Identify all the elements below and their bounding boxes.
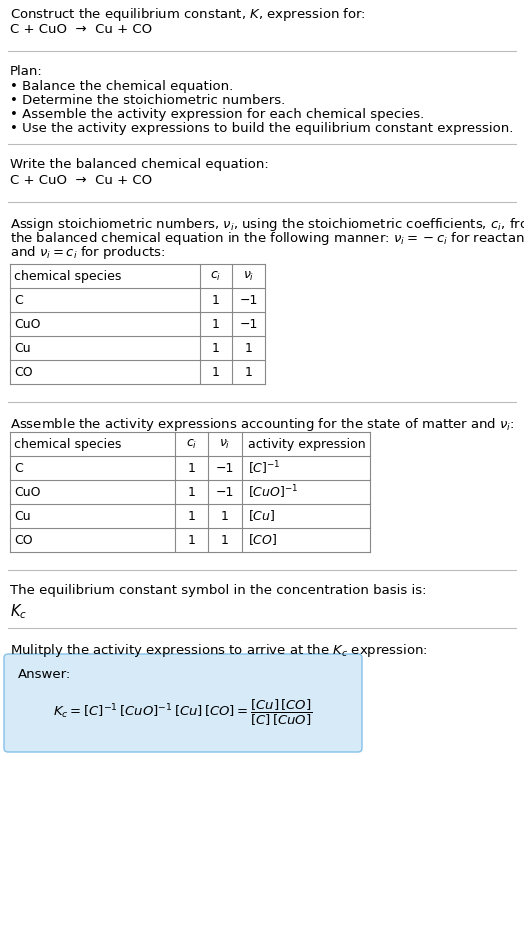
Text: 1: 1	[245, 342, 253, 355]
Text: Assign stoichiometric numbers, $\nu_i$, using the stoichiometric coefficients, $: Assign stoichiometric numbers, $\nu_i$, …	[10, 216, 524, 233]
Text: The equilibrium constant symbol in the concentration basis is:: The equilibrium constant symbol in the c…	[10, 584, 427, 597]
Text: CO: CO	[14, 534, 32, 547]
Text: CuO: CuO	[14, 317, 40, 330]
Text: $[CuO]^{-1}$: $[CuO]^{-1}$	[248, 484, 299, 501]
Text: $[Cu]$: $[Cu]$	[248, 508, 275, 523]
Text: CuO: CuO	[14, 486, 40, 499]
Text: C: C	[14, 294, 23, 307]
Text: −1: −1	[216, 486, 234, 499]
Text: 1: 1	[188, 461, 195, 474]
Text: 1: 1	[212, 365, 220, 378]
Text: 1: 1	[212, 317, 220, 330]
Text: $c_i$: $c_i$	[210, 269, 222, 282]
Text: C: C	[14, 461, 23, 474]
Text: chemical species: chemical species	[14, 269, 122, 282]
Text: Mulitply the activity expressions to arrive at the $K_c$ expression:: Mulitply the activity expressions to arr…	[10, 642, 428, 659]
Text: and $\nu_i = c_i$ for products:: and $\nu_i = c_i$ for products:	[10, 244, 166, 261]
Text: 1: 1	[245, 365, 253, 378]
Text: CO: CO	[14, 365, 32, 378]
Text: $\nu_i$: $\nu_i$	[243, 269, 254, 282]
Text: • Use the activity expressions to build the equilibrium constant expression.: • Use the activity expressions to build …	[10, 122, 514, 135]
Text: −1: −1	[216, 461, 234, 474]
Text: $c_i$: $c_i$	[186, 438, 197, 451]
Text: Assemble the activity expressions accounting for the state of matter and $\nu_i$: Assemble the activity expressions accoun…	[10, 416, 515, 433]
Text: Cu: Cu	[14, 509, 30, 522]
Text: the balanced chemical equation in the following manner: $\nu_i = -c_i$ for react: the balanced chemical equation in the fo…	[10, 230, 524, 247]
Text: $[C]^{-1}$: $[C]^{-1}$	[248, 459, 281, 477]
Text: Plan:: Plan:	[10, 65, 43, 78]
Text: 1: 1	[188, 509, 195, 522]
Text: 1: 1	[188, 534, 195, 547]
Text: 1: 1	[188, 486, 195, 499]
FancyBboxPatch shape	[4, 654, 362, 752]
Text: Construct the equilibrium constant, $K$, expression for:: Construct the equilibrium constant, $K$,…	[10, 6, 366, 23]
Text: C + CuO  →  Cu + CO: C + CuO → Cu + CO	[10, 174, 152, 187]
Text: $K_c = [C]^{-1}\,[CuO]^{-1}\,[Cu]\,[CO] = \dfrac{[Cu]\,[CO]}{[C]\,[CuO]}$: $K_c = [C]^{-1}\,[CuO]^{-1}\,[Cu]\,[CO] …	[53, 698, 313, 728]
Text: • Assemble the activity expression for each chemical species.: • Assemble the activity expression for e…	[10, 108, 424, 121]
Text: 1: 1	[221, 534, 229, 547]
Text: • Balance the chemical equation.: • Balance the chemical equation.	[10, 80, 233, 93]
Text: $\nu_i$: $\nu_i$	[220, 438, 231, 451]
Text: chemical species: chemical species	[14, 438, 122, 451]
Text: • Determine the stoichiometric numbers.: • Determine the stoichiometric numbers.	[10, 94, 285, 107]
Text: Write the balanced chemical equation:: Write the balanced chemical equation:	[10, 158, 269, 171]
Text: Answer:: Answer:	[18, 668, 71, 681]
Text: $[CO]$: $[CO]$	[248, 533, 277, 548]
Text: 1: 1	[212, 342, 220, 355]
Text: activity expression: activity expression	[248, 438, 366, 451]
Text: 1: 1	[221, 509, 229, 522]
Text: −1: −1	[239, 317, 258, 330]
Text: 1: 1	[212, 294, 220, 307]
Text: −1: −1	[239, 294, 258, 307]
Text: C + CuO  →  Cu + CO: C + CuO → Cu + CO	[10, 23, 152, 36]
Text: $K_c$: $K_c$	[10, 602, 27, 621]
Text: Cu: Cu	[14, 342, 30, 355]
